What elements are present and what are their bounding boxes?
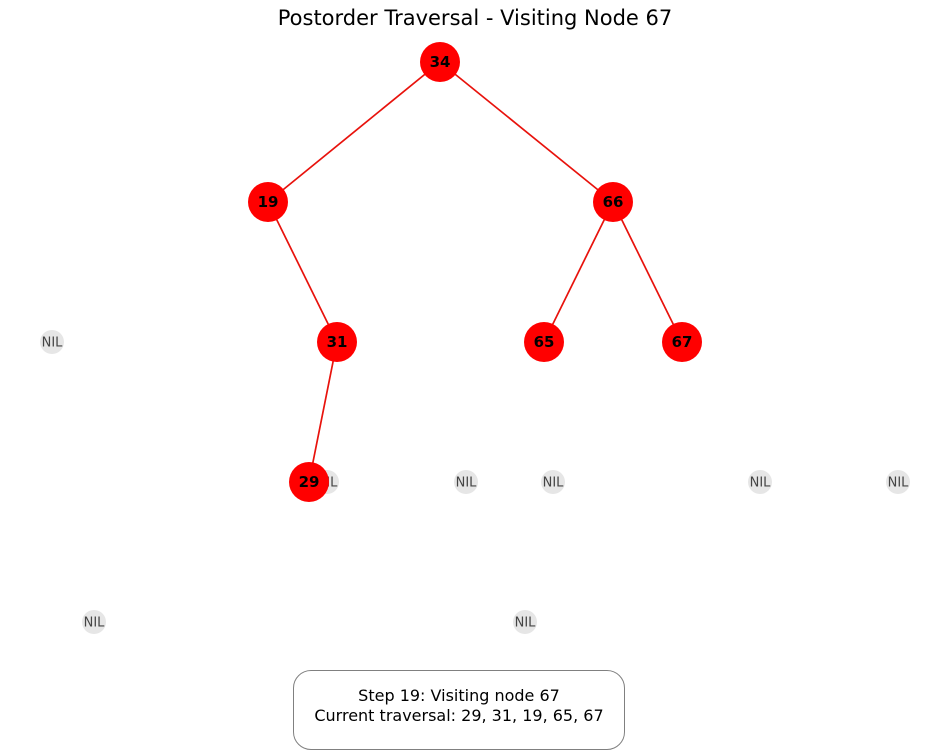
nil-label: NIL xyxy=(456,476,478,491)
page-title: Postorder Traversal - Visiting Node 67 xyxy=(277,6,673,30)
step-text: Step 19: Visiting node 67 xyxy=(358,686,560,705)
nil-circle xyxy=(40,330,64,354)
tree-node-31: 31 xyxy=(317,322,357,362)
node-circle xyxy=(289,462,329,502)
nil-circle xyxy=(82,610,106,634)
nil-node: NIL xyxy=(454,470,478,494)
node-circle xyxy=(248,182,288,222)
tree-node-67: 67 xyxy=(662,322,702,362)
tree-node-65: 65 xyxy=(524,322,564,362)
edges-layer xyxy=(267,61,683,483)
node-circle xyxy=(593,182,633,222)
tree-node-66: 66 xyxy=(593,182,633,222)
tree-node-29: 29 xyxy=(289,462,329,502)
nil-node: NIL xyxy=(748,470,772,494)
nil-node: NIL xyxy=(513,610,537,634)
nil-node: NIL xyxy=(40,330,64,354)
nil-layer: NILNILNILNILNILNILNILNIL xyxy=(40,330,910,634)
node-circle xyxy=(317,322,357,362)
nil-label: NIL xyxy=(84,616,106,631)
nil-node: NIL xyxy=(886,470,910,494)
nil-label: NIL xyxy=(42,336,64,351)
node-label: 67 xyxy=(672,333,693,351)
nil-label: NIL xyxy=(888,476,910,491)
nil-node: NIL xyxy=(541,470,565,494)
tree-edge xyxy=(612,201,683,343)
nil-circle xyxy=(748,470,772,494)
tree-node-34: 34 xyxy=(420,42,460,82)
tree-node-19: 19 xyxy=(248,182,288,222)
nil-label: NIL xyxy=(515,616,537,631)
node-label: 66 xyxy=(603,193,624,211)
node-circle xyxy=(662,322,702,362)
traversal-text: Current traversal: 29, 31, 19, 65, 67 xyxy=(314,706,604,725)
node-label: 19 xyxy=(258,193,279,211)
nil-circle xyxy=(541,470,565,494)
node-circle xyxy=(420,42,460,82)
tree-edge xyxy=(543,201,614,343)
nil-circle xyxy=(513,610,537,634)
tree-edge xyxy=(267,61,441,203)
nil-circle xyxy=(454,470,478,494)
nil-label: NIL xyxy=(750,476,772,491)
node-circle xyxy=(524,322,564,362)
tree-edge xyxy=(439,61,614,203)
status-box: Step 19: Visiting node 67 Current traver… xyxy=(293,670,625,750)
nodes-layer: 34 19 66 31 65 67 29 xyxy=(248,42,702,502)
tree-edge xyxy=(267,201,338,343)
tree-edge xyxy=(308,341,338,483)
node-label: 29 xyxy=(299,473,320,491)
nil-label: NIL xyxy=(543,476,565,491)
node-label: 31 xyxy=(327,333,348,351)
nil-node: NIL xyxy=(82,610,106,634)
node-label: 34 xyxy=(430,53,451,71)
node-label: 65 xyxy=(534,333,555,351)
nil-circle xyxy=(886,470,910,494)
